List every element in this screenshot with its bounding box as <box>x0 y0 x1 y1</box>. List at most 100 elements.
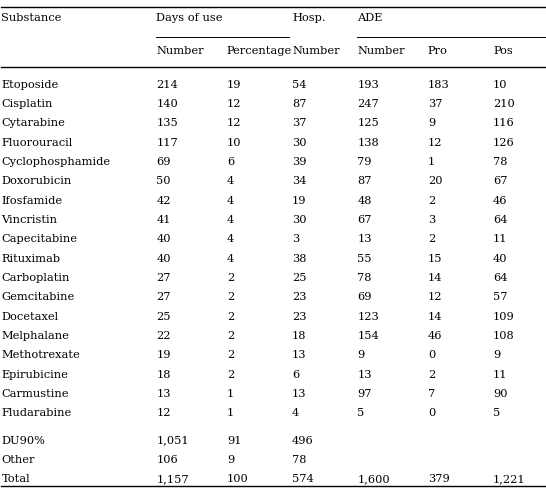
Text: Etoposide: Etoposide <box>2 80 58 90</box>
Text: 40: 40 <box>156 234 171 244</box>
Text: 2: 2 <box>428 234 435 244</box>
Text: 135: 135 <box>156 119 178 128</box>
Text: 67: 67 <box>357 215 372 225</box>
Text: 46: 46 <box>428 331 442 341</box>
Text: 30: 30 <box>292 215 306 225</box>
Text: 23: 23 <box>292 292 306 303</box>
Text: 57: 57 <box>493 292 507 303</box>
Text: Ifosfamide: Ifosfamide <box>2 196 62 206</box>
Text: 4: 4 <box>227 254 234 264</box>
Text: 1,157: 1,157 <box>156 474 189 484</box>
Text: Docetaxel: Docetaxel <box>2 312 58 322</box>
Text: 10: 10 <box>493 80 507 90</box>
Text: 97: 97 <box>357 389 372 399</box>
Text: 64: 64 <box>493 273 507 283</box>
Text: 15: 15 <box>428 254 442 264</box>
Text: 106: 106 <box>156 455 178 465</box>
Text: 3: 3 <box>292 234 299 244</box>
Text: 54: 54 <box>292 80 306 90</box>
Text: 1: 1 <box>227 389 234 399</box>
Text: 19: 19 <box>227 80 241 90</box>
Text: 1,051: 1,051 <box>156 436 189 446</box>
Text: 2: 2 <box>227 350 234 361</box>
Text: 79: 79 <box>357 157 372 167</box>
Text: Melphalane: Melphalane <box>2 331 69 341</box>
Text: 14: 14 <box>428 312 442 322</box>
Text: Other: Other <box>2 455 35 465</box>
Text: 13: 13 <box>357 234 372 244</box>
Text: 91: 91 <box>227 436 241 446</box>
Text: 1,221: 1,221 <box>493 474 526 484</box>
Text: 18: 18 <box>156 370 171 380</box>
Text: 247: 247 <box>357 99 379 109</box>
Text: 67: 67 <box>493 176 507 186</box>
Text: 193: 193 <box>357 80 379 90</box>
Text: 5: 5 <box>493 408 500 419</box>
Text: 154: 154 <box>357 331 379 341</box>
Text: Percentage: Percentage <box>227 46 292 56</box>
Text: 4: 4 <box>292 408 299 419</box>
Text: Number: Number <box>357 46 405 56</box>
Text: 20: 20 <box>428 176 442 186</box>
Text: 574: 574 <box>292 474 314 484</box>
Text: Cisplatin: Cisplatin <box>2 99 53 109</box>
Text: 125: 125 <box>357 119 379 128</box>
Text: 48: 48 <box>357 196 372 206</box>
Text: 9: 9 <box>357 350 364 361</box>
Text: Fluorouracil: Fluorouracil <box>2 138 73 148</box>
Text: 23: 23 <box>292 312 306 322</box>
Text: 11: 11 <box>493 370 507 380</box>
Text: 69: 69 <box>156 157 171 167</box>
Text: 379: 379 <box>428 474 449 484</box>
Text: 9: 9 <box>428 119 435 128</box>
Text: 10: 10 <box>227 138 241 148</box>
Text: Methotrexate: Methotrexate <box>2 350 80 361</box>
Text: 30: 30 <box>292 138 306 148</box>
Text: 11: 11 <box>493 234 507 244</box>
Text: 50: 50 <box>156 176 171 186</box>
Text: 0: 0 <box>428 350 435 361</box>
Text: 210: 210 <box>493 99 515 109</box>
Text: 1,600: 1,600 <box>357 474 390 484</box>
Text: 64: 64 <box>493 215 507 225</box>
Text: Doxorubicin: Doxorubicin <box>2 176 72 186</box>
Text: Total: Total <box>2 474 30 484</box>
Text: 13: 13 <box>292 350 306 361</box>
Text: ADE: ADE <box>357 14 383 23</box>
Text: 2: 2 <box>428 370 435 380</box>
Text: 40: 40 <box>156 254 171 264</box>
Text: 69: 69 <box>357 292 372 303</box>
Text: 116: 116 <box>493 119 515 128</box>
Text: 13: 13 <box>357 370 372 380</box>
Text: 2: 2 <box>227 312 234 322</box>
Text: 108: 108 <box>493 331 515 341</box>
Text: 14: 14 <box>428 273 442 283</box>
Text: 37: 37 <box>428 99 442 109</box>
Text: 0: 0 <box>428 408 435 419</box>
Text: Pro: Pro <box>428 46 448 56</box>
Text: 78: 78 <box>292 455 306 465</box>
Text: 78: 78 <box>493 157 507 167</box>
Text: Number: Number <box>156 46 204 56</box>
Text: Hosp.: Hosp. <box>292 14 325 23</box>
Text: 2: 2 <box>227 370 234 380</box>
Text: 3: 3 <box>428 215 435 225</box>
Text: 183: 183 <box>428 80 449 90</box>
Text: Cyclophosphamide: Cyclophosphamide <box>2 157 110 167</box>
Text: 109: 109 <box>493 312 515 322</box>
Text: 5: 5 <box>357 408 364 419</box>
Text: 140: 140 <box>156 99 178 109</box>
Text: 13: 13 <box>292 389 306 399</box>
Text: 37: 37 <box>292 119 306 128</box>
Text: 214: 214 <box>156 80 178 90</box>
Text: 123: 123 <box>357 312 379 322</box>
Text: 39: 39 <box>292 157 306 167</box>
Text: 1: 1 <box>428 157 435 167</box>
Text: 6: 6 <box>227 157 234 167</box>
Text: 46: 46 <box>493 196 507 206</box>
Text: Rituximab: Rituximab <box>2 254 61 264</box>
Text: Carboplatin: Carboplatin <box>2 273 70 283</box>
Text: 126: 126 <box>493 138 515 148</box>
Text: 6: 6 <box>292 370 299 380</box>
Text: Epirubicine: Epirubicine <box>2 370 68 380</box>
